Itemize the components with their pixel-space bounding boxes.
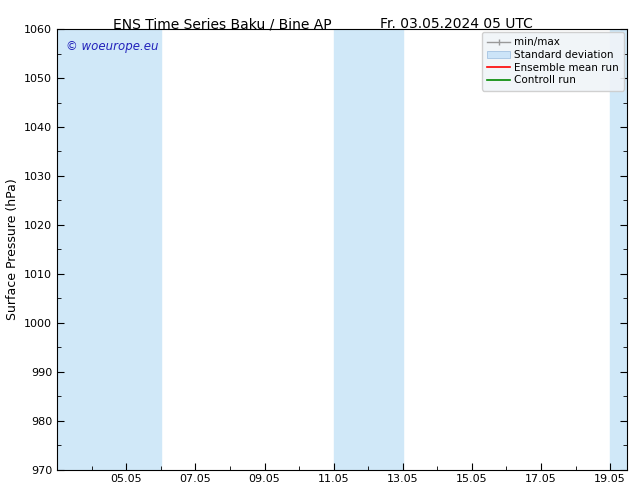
Bar <box>610 29 628 469</box>
Legend: min/max, Standard deviation, Ensemble mean run, Controll run: min/max, Standard deviation, Ensemble me… <box>482 32 624 91</box>
Y-axis label: Surface Pressure (hPa): Surface Pressure (hPa) <box>6 178 18 320</box>
Bar <box>333 29 403 469</box>
Text: Fr. 03.05.2024 05 UTC: Fr. 03.05.2024 05 UTC <box>380 17 533 31</box>
Bar <box>57 29 161 469</box>
Text: © woeurope.eu: © woeurope.eu <box>66 40 158 53</box>
Text: ENS Time Series Baku / Bine AP: ENS Time Series Baku / Bine AP <box>113 17 331 31</box>
